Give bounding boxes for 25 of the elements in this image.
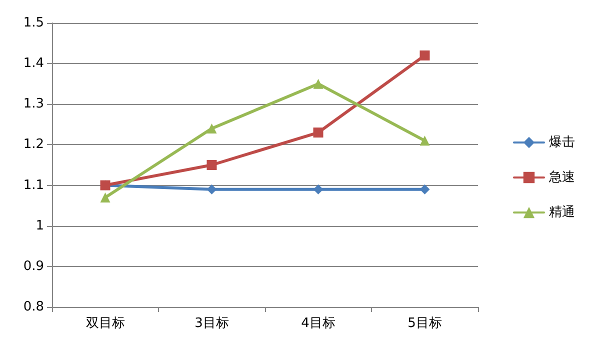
y-tick-label: 1.2 — [23, 137, 44, 152]
y-tick-label: 1.1 — [23, 178, 44, 193]
point — [420, 184, 430, 194]
x-tick-label: 5目标 — [408, 316, 442, 331]
point — [420, 50, 430, 60]
x-tick-label: 3目标 — [194, 316, 229, 331]
point — [313, 128, 324, 138]
point — [206, 123, 217, 134]
y-tick-label: 1.3 — [23, 96, 44, 112]
x-tick-label: 4目标 — [301, 316, 336, 331]
legend-label: 爆击 — [549, 135, 575, 150]
y-tick-label: 1.4 — [23, 56, 44, 72]
legend-label: 精通 — [549, 205, 575, 220]
y-tick-label: 0.9 — [23, 258, 44, 274]
point — [313, 78, 324, 89]
y-tick-label: 1 — [36, 218, 44, 234]
point — [100, 192, 110, 202]
y-tick-label: 0.8 — [23, 300, 44, 314]
point — [420, 136, 430, 146]
point — [206, 160, 217, 170]
legend-label: 急速 — [548, 170, 575, 185]
y-tick-label: 1.5 — [23, 16, 44, 30]
x-tick-label: 双目标 — [86, 316, 125, 331]
point — [206, 184, 217, 194]
point — [313, 184, 324, 194]
